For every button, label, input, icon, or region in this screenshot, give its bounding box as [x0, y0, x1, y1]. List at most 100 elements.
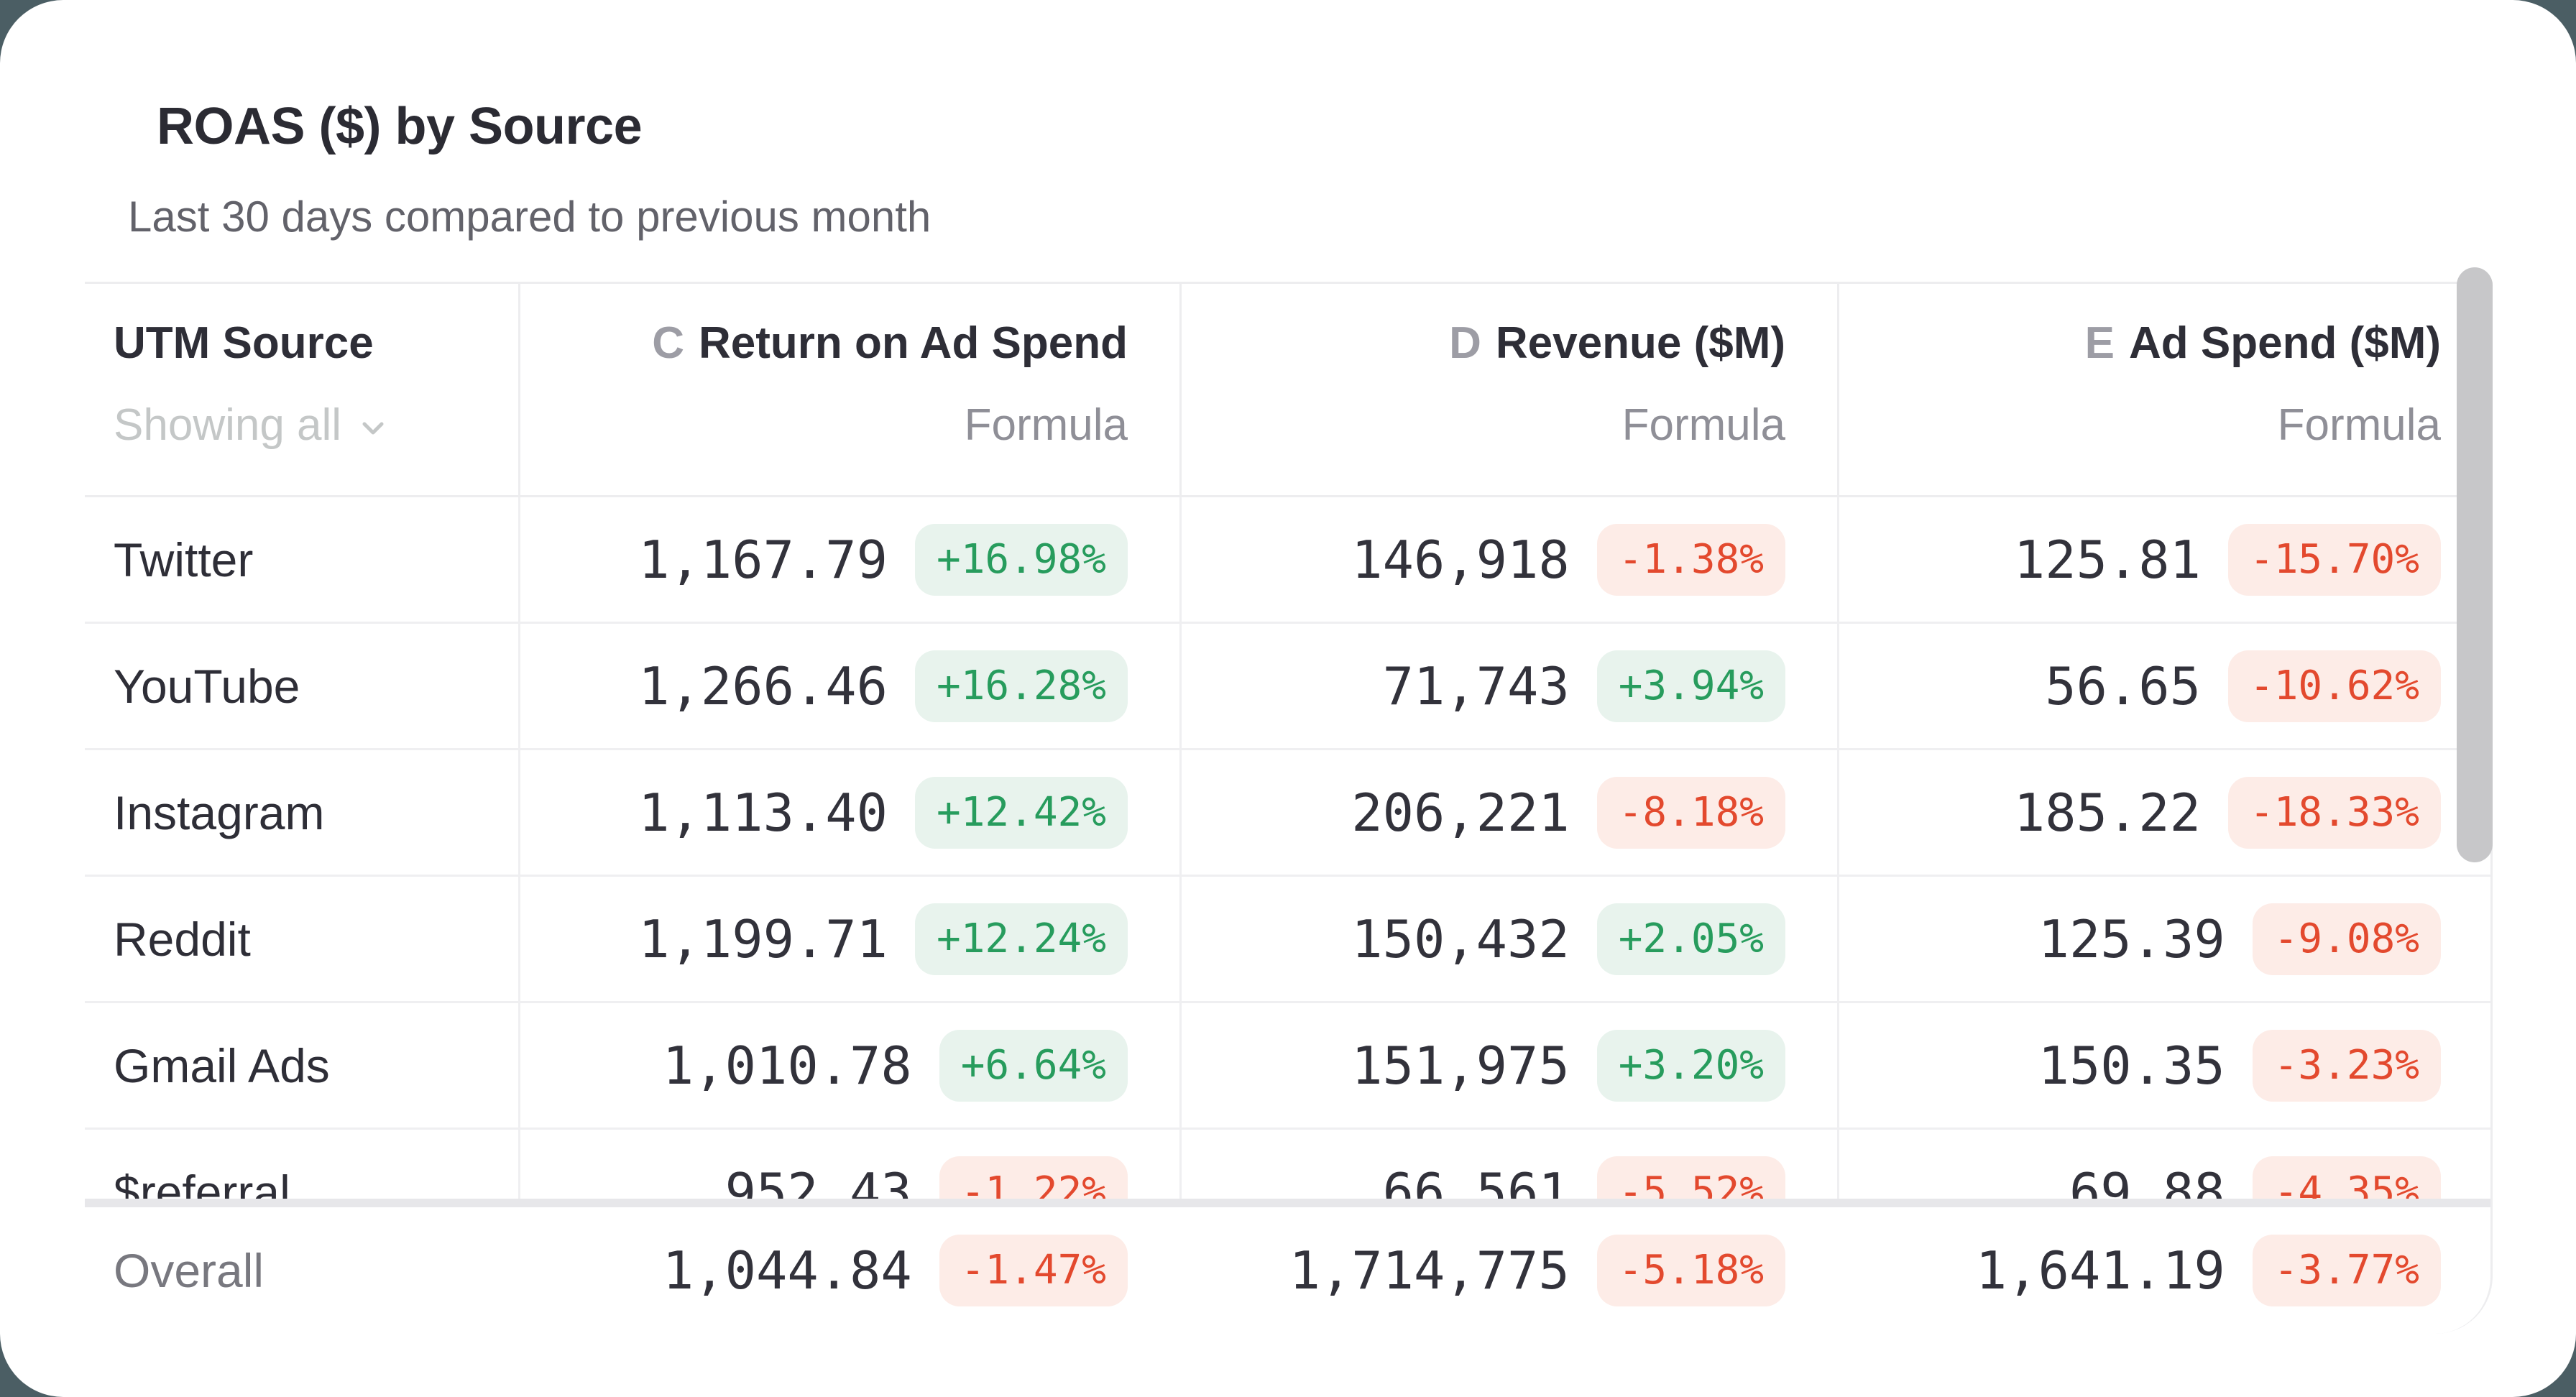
- roas-value: 1,113.40: [638, 782, 888, 843]
- roas-change-badge: +6.64%: [939, 1029, 1128, 1102]
- revenue-change-badge: -5.18%: [1596, 1235, 1785, 1306]
- card-title: ROAS ($) by Source: [157, 98, 643, 155]
- revenue-value: 151,975: [1351, 1035, 1570, 1096]
- source-cell: Instagram: [114, 785, 325, 839]
- filter-label: Showing all: [114, 400, 342, 450]
- ad-spend-change-badge: -3.77%: [2252, 1235, 2441, 1306]
- ad-spend-cell: 125.81 -15.70%: [1837, 497, 2490, 622]
- revenue-change-badge: -1.38%: [1596, 523, 1785, 596]
- table-header-row: UTM Source Showing all C Return on Ad Spe…: [85, 282, 2490, 497]
- source-cell: Reddit: [114, 912, 251, 966]
- revenue-change-badge: +2.05%: [1596, 903, 1785, 975]
- column-header-roas[interactable]: C Return on Ad Spend Formula: [518, 284, 1179, 495]
- column-header-ad-spend[interactable]: E Ad Spend ($M) Formula: [1837, 284, 2493, 495]
- table-body: Twitter 1,167.79 +16.98% 146,918 -1.38% …: [85, 497, 2490, 1199]
- column-key: E: [2084, 318, 2115, 368]
- roas-change-badge: +12.24%: [914, 903, 1128, 975]
- overall-row: Overall 1,044.84 -1.47% 1,714,775 -5.18%…: [85, 1207, 2490, 1334]
- ad-spend-value: 150.35: [2038, 1035, 2225, 1096]
- table-row: $referral 952.43 -1.22% 66,561 -5.52% 69…: [85, 1130, 2490, 1199]
- column-key: C: [652, 318, 684, 368]
- vertical-scrollbar-thumb[interactable]: [2457, 267, 2493, 862]
- ad-spend-value: 185.22: [2013, 782, 2201, 843]
- source-cell: Gmail Ads: [114, 1038, 330, 1092]
- revenue-value: 1,714,775: [1289, 1240, 1570, 1301]
- revenue-change-badge: +3.20%: [1596, 1029, 1785, 1102]
- ad-spend-value: 125.81: [2013, 529, 2201, 590]
- roas-cell: 1,010.78 +6.64%: [518, 1003, 1179, 1128]
- ad-spend-change-badge: -9.08%: [2252, 903, 2441, 975]
- source-cell: $referral: [114, 1165, 290, 1199]
- roas-value: 1,266.46: [638, 655, 888, 716]
- footer-divider: [85, 1199, 2490, 1207]
- utm-source-label: UTM Source: [114, 318, 374, 368]
- ad-spend-change-badge: -3.23%: [2252, 1029, 2441, 1102]
- ad-spend-change-badge: -10.62%: [2227, 650, 2441, 722]
- roas-change-badge: +12.42%: [914, 776, 1128, 849]
- ad-spend-cell: 125.39 -9.08%: [1837, 877, 2490, 1001]
- roas-change-badge: -1.47%: [939, 1235, 1128, 1306]
- table-row: Instagram 1,113.40 +12.42% 206,221 -8.18…: [85, 750, 2490, 877]
- revenue-value: 66,561: [1382, 1161, 1570, 1199]
- overall-ad-spend-cell: 1,641.19 -3.77%: [1837, 1207, 2493, 1334]
- roas-value: 1,199.71: [638, 908, 888, 969]
- source-cell: YouTube: [114, 659, 300, 713]
- table-row: Reddit 1,199.71 +12.24% 150,432 +2.05% 1…: [85, 877, 2490, 1003]
- ad-spend-cell: 56.65 -10.62%: [1837, 624, 2490, 748]
- roas-cell: 1,199.71 +12.24%: [518, 877, 1179, 1001]
- overall-roas-cell: 1,044.84 -1.47%: [518, 1207, 1179, 1334]
- roas-change-badge: -1.22%: [939, 1156, 1128, 1199]
- revenue-cell: 71,743 +3.94%: [1179, 624, 1837, 748]
- table-row: YouTube 1,266.46 +16.28% 71,743 +3.94% 5…: [85, 624, 2490, 750]
- overall-label: Overall: [114, 1244, 264, 1297]
- column-label: Revenue ($M): [1495, 318, 1785, 368]
- roas-cell: 1,113.40 +12.42%: [518, 750, 1179, 875]
- source-filter-dropdown[interactable]: Showing all: [114, 400, 518, 451]
- revenue-cell: 146,918 -1.38%: [1179, 497, 1837, 622]
- revenue-cell: 151,975 +3.20%: [1179, 1003, 1837, 1128]
- revenue-cell: 150,432 +2.05%: [1179, 877, 1837, 1001]
- roas-value: 1,044.84: [662, 1240, 912, 1301]
- ad-spend-cell: 150.35 -3.23%: [1837, 1003, 2490, 1128]
- roas-table: UTM Source Showing all C Return on Ad Spe…: [85, 282, 2493, 1334]
- revenue-value: 71,743: [1382, 655, 1570, 716]
- revenue-cell: 206,221 -8.18%: [1179, 750, 1837, 875]
- revenue-value: 146,918: [1351, 529, 1570, 590]
- ad-spend-change-badge: -15.70%: [2227, 523, 2441, 596]
- roas-value: 952.43: [724, 1161, 912, 1199]
- ad-spend-value: 125.39: [2038, 908, 2225, 969]
- chevron-down-icon: [362, 422, 384, 435]
- column-label: Ad Spend ($M): [2129, 318, 2441, 368]
- formula-label: Formula: [964, 400, 1128, 450]
- formula-label: Formula: [1622, 400, 1785, 450]
- roas-change-badge: +16.98%: [914, 523, 1128, 596]
- ad-spend-value: 69.88: [2069, 1161, 2225, 1199]
- roas-value: 1,010.78: [662, 1035, 912, 1096]
- ad-spend-change-badge: -4.35%: [2252, 1156, 2441, 1199]
- card-subtitle: Last 30 days compared to previous month: [128, 193, 932, 241]
- table-row: Gmail Ads 1,010.78 +6.64% 151,975 +3.20%…: [85, 1003, 2490, 1130]
- ad-spend-value: 56.65: [2045, 655, 2201, 716]
- column-label: Return on Ad Spend: [699, 318, 1128, 368]
- ad-spend-change-badge: -18.33%: [2227, 776, 2441, 849]
- overall-revenue-cell: 1,714,775 -5.18%: [1179, 1207, 1837, 1334]
- revenue-value: 206,221: [1351, 782, 1570, 843]
- ad-spend-value: 1,641.19: [1975, 1240, 2225, 1301]
- column-key: D: [1449, 318, 1481, 368]
- table-row: Twitter 1,167.79 +16.98% 146,918 -1.38% …: [85, 497, 2490, 624]
- revenue-change-badge: -8.18%: [1596, 776, 1785, 849]
- ad-spend-cell: 69.88 -4.35%: [1837, 1130, 2490, 1199]
- roas-value: 1,167.79: [638, 529, 888, 590]
- ad-spend-cell: 185.22 -18.33%: [1837, 750, 2490, 875]
- source-cell: Twitter: [114, 532, 254, 586]
- roas-change-badge: +16.28%: [914, 650, 1128, 722]
- revenue-change-badge: +3.94%: [1596, 650, 1785, 722]
- roas-cell: 952.43 -1.22%: [518, 1130, 1179, 1199]
- formula-label: Formula: [2277, 400, 2441, 450]
- revenue-change-badge: -5.52%: [1596, 1156, 1785, 1199]
- revenue-value: 150,432: [1351, 908, 1570, 969]
- column-header-revenue[interactable]: D Revenue ($M) Formula: [1179, 284, 1837, 495]
- column-header-utm-source: UTM Source Showing all: [85, 284, 518, 495]
- roas-cell: 1,266.46 +16.28%: [518, 624, 1179, 748]
